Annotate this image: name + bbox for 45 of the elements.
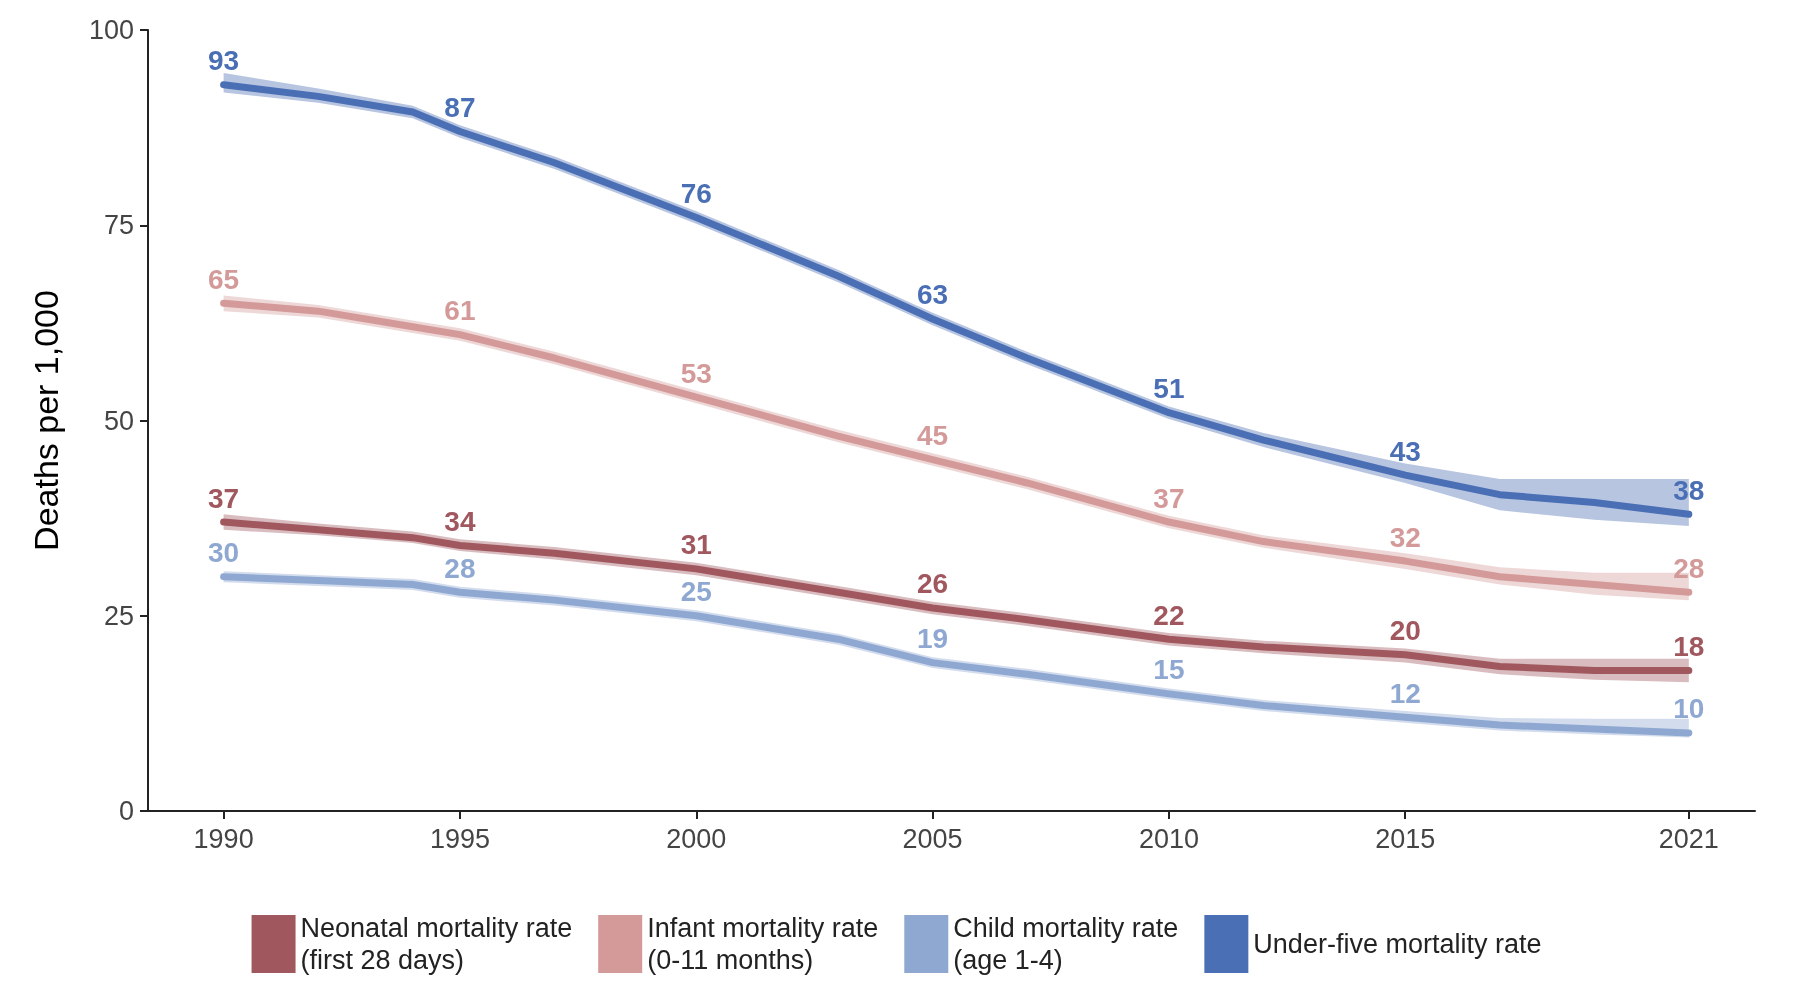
data-label: 25 xyxy=(680,576,712,608)
legend-label: Child mortality rate (age 1-4) xyxy=(953,913,1179,975)
data-label: 61 xyxy=(444,295,476,327)
x-tick-label: 2010 xyxy=(1138,823,1199,854)
data-label: 32 xyxy=(1389,521,1421,553)
data-label: 31 xyxy=(680,529,712,561)
x-tick-label: 2015 xyxy=(1375,823,1436,854)
data-label: 10 xyxy=(1673,693,1705,725)
x-tick-label: 2021 xyxy=(1658,823,1719,854)
data-label: 12 xyxy=(1389,677,1421,709)
data-label: 45 xyxy=(917,420,949,452)
data-label: 87 xyxy=(444,92,476,124)
data-label: 30 xyxy=(208,537,240,569)
data-label: 38 xyxy=(1673,474,1705,506)
y-tick-label: 100 xyxy=(88,15,134,45)
data-label: 22 xyxy=(1153,599,1185,631)
y-tick-label: 50 xyxy=(103,405,134,436)
data-label: 28 xyxy=(444,552,476,584)
data-label: 37 xyxy=(1153,482,1185,514)
x-tick-label: 2005 xyxy=(902,823,963,854)
data-label: 37 xyxy=(208,482,240,514)
data-label: 51 xyxy=(1153,373,1185,405)
data-label: 43 xyxy=(1389,435,1421,467)
y-tick-label: 25 xyxy=(103,600,134,631)
data-label: 76 xyxy=(680,177,712,209)
data-label: 53 xyxy=(680,357,712,389)
data-label: 65 xyxy=(208,263,240,295)
data-label: 15 xyxy=(1153,654,1185,686)
x-tick-label: 1990 xyxy=(193,823,254,854)
data-label: 19 xyxy=(917,623,949,655)
y-tick-label: 75 xyxy=(103,210,134,241)
y-tick-label: 0 xyxy=(118,796,134,826)
legend-label: Infant mortality rate (0-11 months) xyxy=(647,913,879,975)
data-label: 18 xyxy=(1673,630,1705,662)
data-label: 26 xyxy=(917,568,949,600)
data-label: 28 xyxy=(1673,552,1705,584)
data-label: 34 xyxy=(444,505,476,537)
data-label: 20 xyxy=(1389,615,1421,647)
x-tick-label: 2000 xyxy=(666,823,727,854)
legend-label: Neonatal mortality rate (first 28 days) xyxy=(300,913,573,975)
data-label: 63 xyxy=(917,279,949,311)
data-label: 93 xyxy=(208,45,240,77)
y-axis-title: Deaths per 1,000 xyxy=(27,290,65,551)
x-tick-label: 1995 xyxy=(429,823,490,854)
legend-label: Under-five mortality rate xyxy=(1253,929,1542,959)
